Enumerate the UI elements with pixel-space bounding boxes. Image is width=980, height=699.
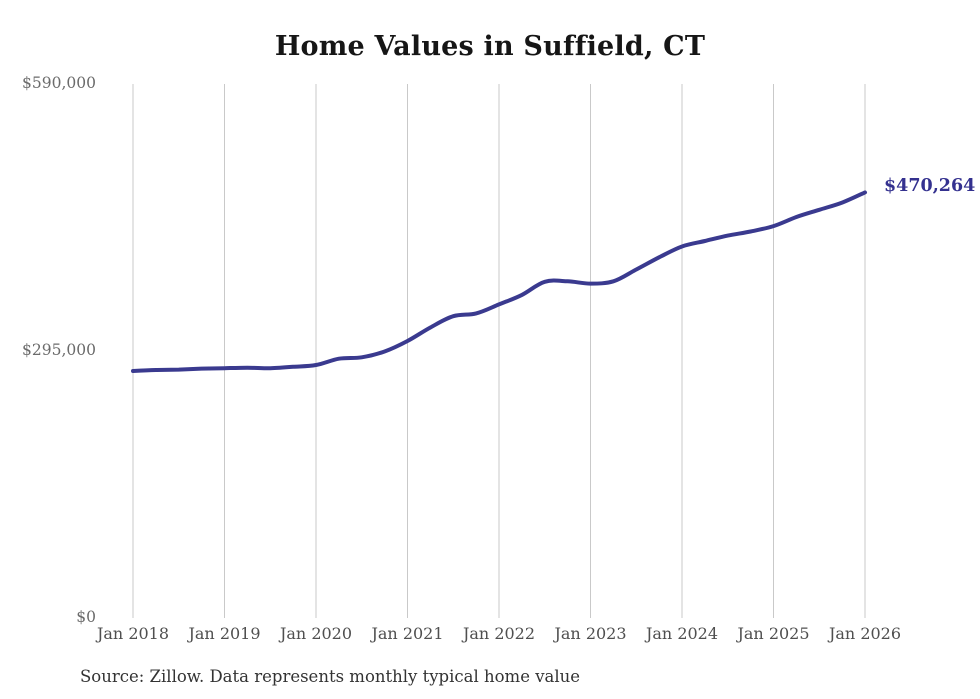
chart-title: Home Values in Suffield, CT: [274, 31, 706, 62]
y-tick-label: $295,000: [22, 341, 96, 359]
x-tick-label: Jan 2021: [371, 624, 444, 643]
x-tick-label: Jan 2020: [279, 624, 353, 643]
home-value-line: [131, 190, 867, 373]
y-tick-label: $590,000: [22, 74, 96, 92]
x-tick-label: Jan 2018: [96, 624, 170, 643]
x-tick-label: Jan 2026: [828, 624, 902, 643]
x-tick-label: Jan 2023: [554, 624, 627, 643]
x-tick-label: Jan 2025: [737, 624, 810, 643]
y-tick-label: $0: [76, 608, 96, 626]
x-tick-label: Jan 2024: [645, 624, 719, 643]
x-tick-label: Jan 2019: [188, 624, 261, 643]
source-note: Source: Zillow. Data represents monthly …: [80, 667, 581, 686]
latest-value-label: $470,264: [884, 176, 976, 196]
x-tick-label: Jan 2022: [462, 624, 536, 643]
